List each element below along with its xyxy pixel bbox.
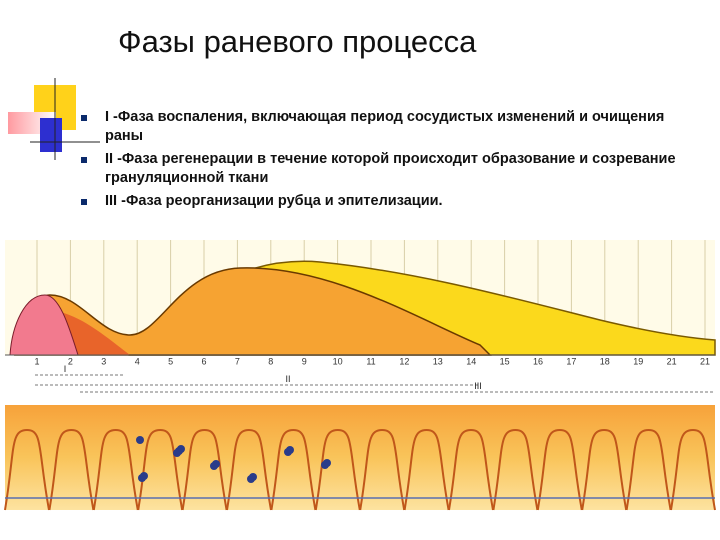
title: Фазы раневого процесса [118, 24, 477, 59]
day-label: 12 [399, 356, 409, 366]
phase-1-curve [9, 294, 79, 356]
day-label: 1 [34, 356, 39, 366]
tissue-fold [448, 428, 494, 511]
day-label: 7 [235, 356, 240, 366]
tissue-fold [625, 428, 672, 511]
day-label: 5 [168, 356, 173, 366]
day-label: 6 [201, 356, 206, 366]
cell [136, 436, 144, 444]
phase-label: I [64, 364, 67, 374]
cell [177, 445, 185, 453]
phase-label: III [474, 381, 482, 391]
cell [286, 446, 294, 454]
tissue-fold [48, 428, 95, 511]
day-label: 18 [600, 356, 610, 366]
day-label: 10 [333, 356, 343, 366]
tissue-fold [536, 428, 583, 511]
tissue-fold [92, 428, 139, 511]
tissue-fold [492, 428, 539, 511]
tissue-fold [226, 428, 272, 511]
tissue-fold [670, 428, 716, 511]
phase-label: II [285, 374, 290, 384]
day-label: 3 [101, 356, 106, 366]
day-label: 15 [500, 356, 510, 366]
day-label: 2 [68, 356, 73, 366]
phase-chart [4, 240, 716, 511]
day-label: 13 [433, 356, 443, 366]
day-label: 21 [667, 356, 677, 366]
tissue-fold [403, 428, 450, 511]
day-label: 17 [566, 356, 576, 366]
bullet: III -Фаза реорганизации рубца и эпителиз… [78, 192, 678, 211]
day-label: 19 [633, 356, 643, 366]
bullet-list: I -Фаза воспаления, включающая период со… [78, 108, 678, 215]
tissue-strip [5, 405, 715, 510]
cell [140, 472, 148, 480]
day-label: 9 [302, 356, 307, 366]
tissue-fold [4, 428, 50, 511]
tissue-fold [359, 428, 406, 511]
bullet: I -Фаза воспаления, включающая период со… [78, 108, 678, 146]
cell [212, 460, 220, 468]
cell [249, 473, 257, 481]
day-label: 16 [533, 356, 543, 366]
day-label: 11 [366, 356, 375, 366]
tissue-fold [181, 428, 228, 511]
day-label: 8 [268, 356, 273, 366]
cell [323, 459, 331, 467]
decoration [8, 78, 100, 160]
day-label: 21 [700, 356, 710, 366]
tissue-fold [270, 428, 317, 511]
day-label: 4 [135, 356, 140, 366]
bullet: II -Фаза регенерации в течение которой п… [78, 150, 678, 188]
tissue-fold [137, 428, 184, 511]
tissue-fold [581, 428, 628, 511]
phase-2-curve [14, 267, 492, 356]
day-label: 14 [466, 356, 476, 366]
